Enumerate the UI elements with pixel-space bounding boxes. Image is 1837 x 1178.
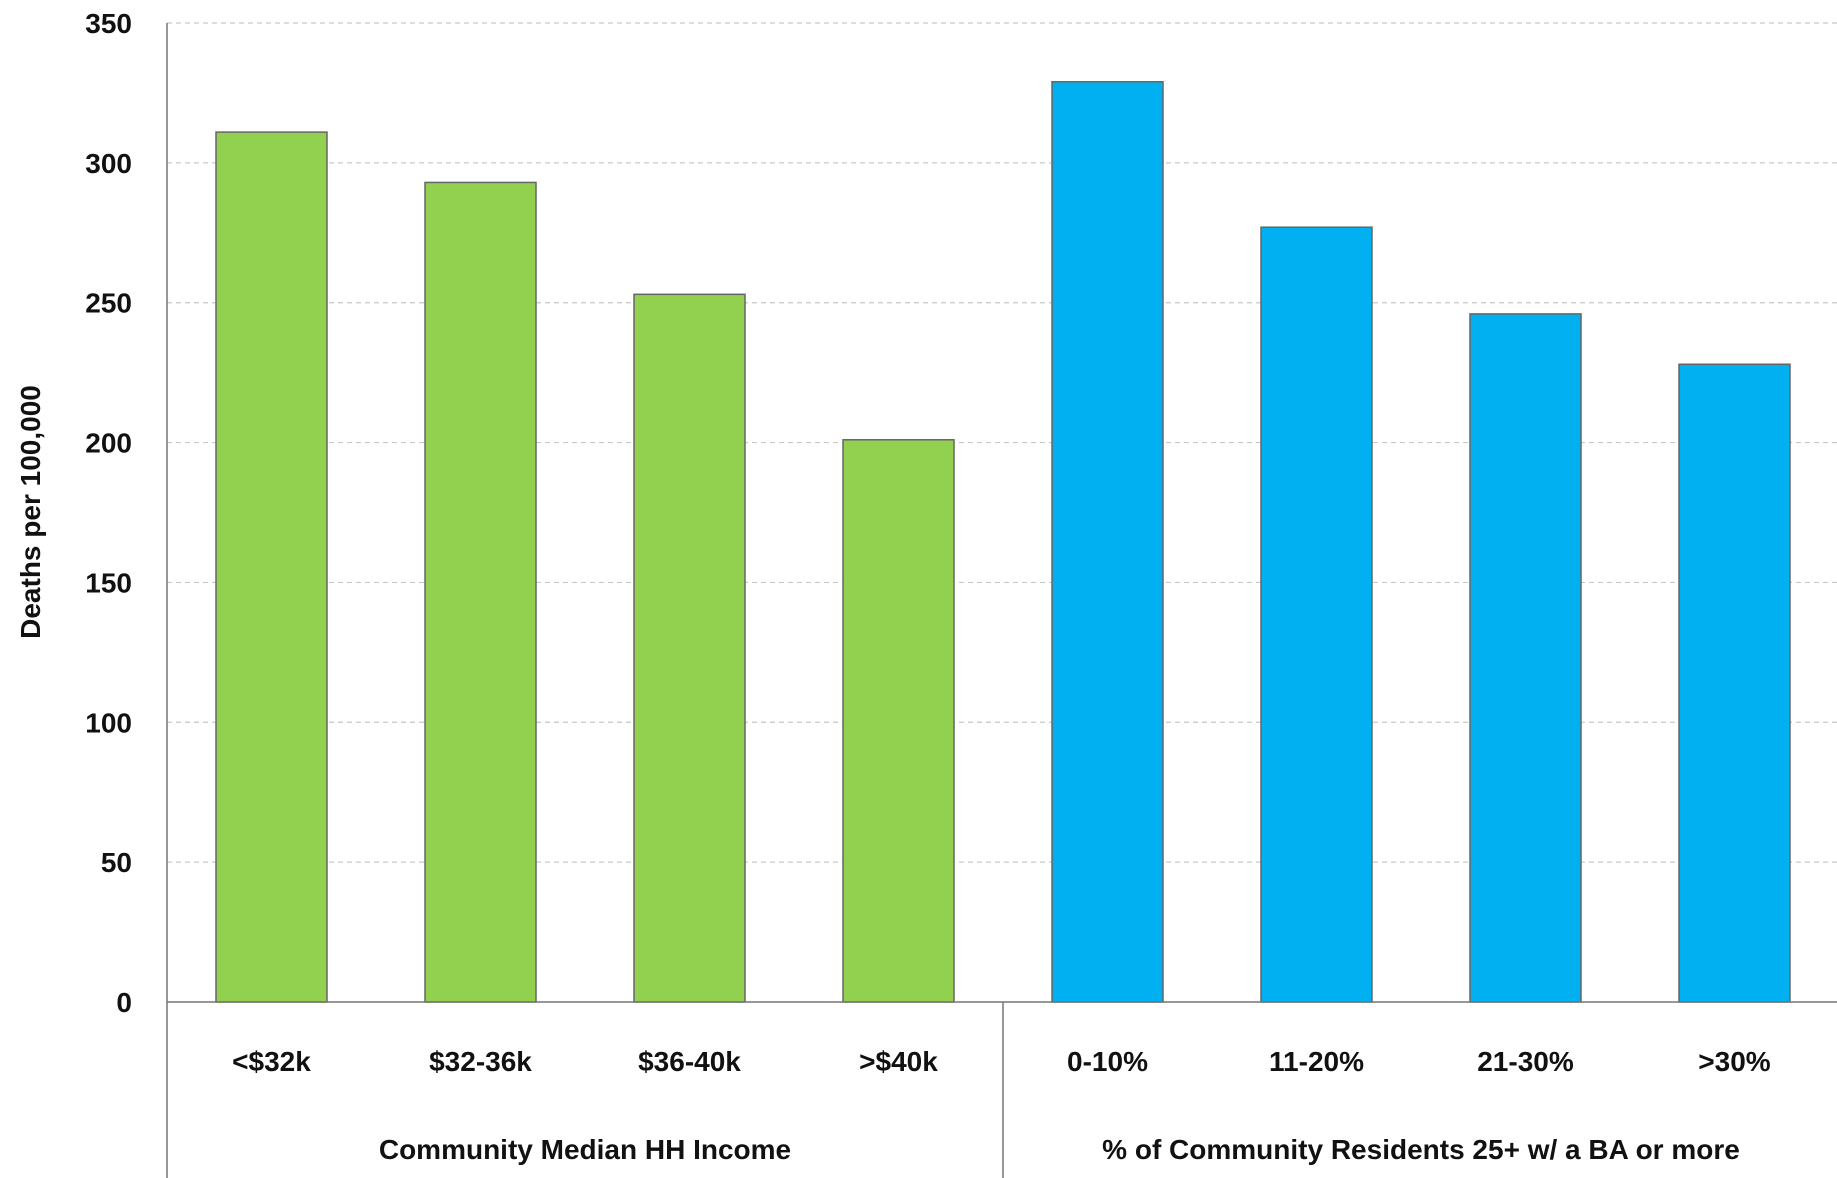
category-label: >30% xyxy=(1698,1046,1770,1077)
gridlines xyxy=(167,22,1837,863)
category-label: 11-20% xyxy=(1269,1046,1364,1077)
group-label: % of Community Residents 25+ w/ a BA or … xyxy=(1102,1134,1740,1165)
y-tick-label: 350 xyxy=(85,8,132,39)
y-tick-label: 150 xyxy=(85,567,132,598)
axes xyxy=(166,23,1837,1178)
y-tick-label: 0 xyxy=(116,987,132,1018)
group-label: Community Median HH Income xyxy=(379,1134,791,1165)
bar xyxy=(633,293,746,1003)
bar xyxy=(215,131,328,1003)
y-tick-label: 250 xyxy=(85,288,132,319)
category-label: <$32k xyxy=(232,1046,311,1077)
y-axis-title: Deaths per 100,000 xyxy=(15,385,46,639)
bars xyxy=(215,80,1791,1003)
bar xyxy=(842,439,955,1003)
y-tick-label: 50 xyxy=(101,847,132,878)
bar xyxy=(1469,313,1582,1003)
bar xyxy=(424,181,537,1003)
y-tick-label: 300 xyxy=(85,148,132,179)
category-label: 21-30% xyxy=(1477,1046,1574,1077)
category-label: $32-36k xyxy=(429,1046,532,1077)
bar xyxy=(1051,80,1164,1003)
category-label: 0-10% xyxy=(1067,1046,1148,1077)
y-tick-label: 100 xyxy=(85,707,132,738)
category-label: $36-40k xyxy=(638,1046,741,1077)
bar xyxy=(1678,363,1791,1003)
category-label: >$40k xyxy=(859,1046,938,1077)
bar xyxy=(1260,226,1373,1003)
y-tick-label: 200 xyxy=(85,428,132,459)
labels: 0 50 100 150 200 250 300 350 <$32k $32-36k $36-40k… xyxy=(85,8,1771,1165)
